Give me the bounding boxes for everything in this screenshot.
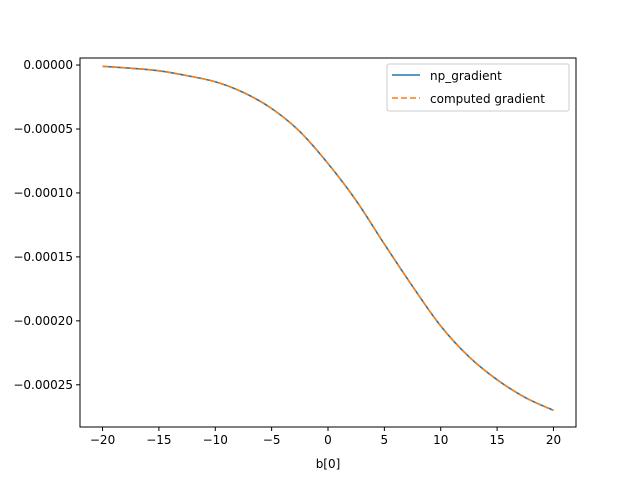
x-axis: −20 −15 −10 −5 0 5 10 15 20 [90, 427, 561, 447]
x-tick-label: −10 [203, 433, 228, 447]
legend-box [386, 63, 570, 112]
series-layer [102, 65, 554, 412]
x-tick-label: −20 [90, 433, 115, 447]
x-tick-label: 5 [381, 433, 389, 447]
legend-label-np-gradient: np_gradient [430, 69, 502, 83]
y-tick-label: −0.00015 [13, 250, 73, 264]
y-tick-label: 0.00000 [23, 58, 73, 72]
y-tick-label: −0.00020 [13, 314, 73, 328]
y-tick-label: −0.00010 [13, 186, 73, 200]
x-axis-label: b[0] [316, 457, 341, 471]
series-line-computed-gradient [102, 65, 554, 412]
x-tick-label: −15 [146, 433, 171, 447]
x-tick-label: 15 [489, 433, 504, 447]
y-axis: 0.00000 −0.00005 −0.00010 −0.00015 −0.00020 −… [13, 58, 80, 392]
legend-label-computed-gradient: computed gradient [430, 92, 545, 106]
y-tick-label: −0.00025 [13, 378, 73, 392]
x-tick-label: 20 [546, 433, 561, 447]
x-tick-label: 0 [324, 433, 332, 447]
legend: np_gradient computed gradient [386, 63, 570, 112]
y-tick-label: −0.00005 [13, 122, 73, 136]
x-tick-label: −5 [263, 433, 281, 447]
x-tick-label: 10 [433, 433, 448, 447]
